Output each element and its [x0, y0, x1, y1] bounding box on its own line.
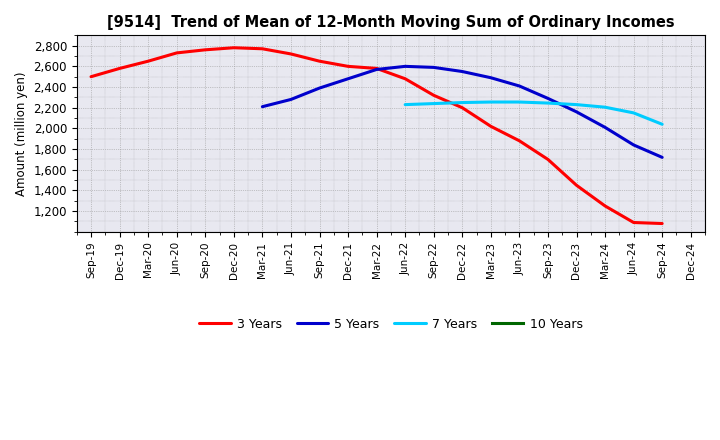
5 Years [372, 67, 381, 72]
5 Years [287, 97, 295, 102]
7 Years [600, 105, 609, 110]
3 Years [201, 47, 210, 52]
3 Years [429, 93, 438, 98]
5 Years [515, 83, 523, 88]
3 Years [258, 46, 266, 51]
Line: 5 Years: 5 Years [262, 66, 662, 158]
Title: [9514]  Trend of Mean of 12-Month Moving Sum of Ordinary Incomes: [9514] Trend of Mean of 12-Month Moving … [107, 15, 675, 30]
7 Years [429, 101, 438, 106]
5 Years [401, 64, 410, 69]
7 Years [572, 102, 581, 107]
3 Years [115, 66, 124, 71]
5 Years [343, 76, 352, 81]
7 Years [544, 100, 552, 106]
3 Years [544, 157, 552, 162]
7 Years [629, 110, 638, 116]
5 Years [658, 155, 667, 160]
3 Years [658, 221, 667, 226]
Line: 3 Years: 3 Years [91, 48, 662, 224]
3 Years [172, 50, 181, 55]
3 Years [629, 220, 638, 225]
5 Years [544, 96, 552, 101]
3 Years [515, 138, 523, 143]
5 Years [429, 65, 438, 70]
3 Years [343, 64, 352, 69]
3 Years [401, 76, 410, 81]
3 Years [458, 105, 467, 110]
3 Years [287, 51, 295, 57]
3 Years [144, 59, 153, 64]
5 Years [487, 75, 495, 81]
Legend: 3 Years, 5 Years, 7 Years, 10 Years: 3 Years, 5 Years, 7 Years, 10 Years [194, 313, 588, 336]
5 Years [458, 69, 467, 74]
5 Years [572, 109, 581, 114]
3 Years [600, 203, 609, 209]
7 Years [515, 99, 523, 105]
7 Years [487, 99, 495, 105]
Line: 7 Years: 7 Years [405, 102, 662, 124]
5 Years [258, 104, 266, 109]
7 Years [658, 121, 667, 127]
Y-axis label: Amount (million yen): Amount (million yen) [15, 71, 28, 196]
5 Years [600, 125, 609, 130]
7 Years [458, 100, 467, 105]
7 Years [401, 102, 410, 107]
5 Years [315, 85, 324, 91]
5 Years [629, 142, 638, 147]
3 Years [86, 74, 95, 79]
3 Years [315, 59, 324, 64]
3 Years [487, 124, 495, 129]
3 Years [372, 66, 381, 71]
3 Years [230, 45, 238, 51]
3 Years [572, 183, 581, 188]
